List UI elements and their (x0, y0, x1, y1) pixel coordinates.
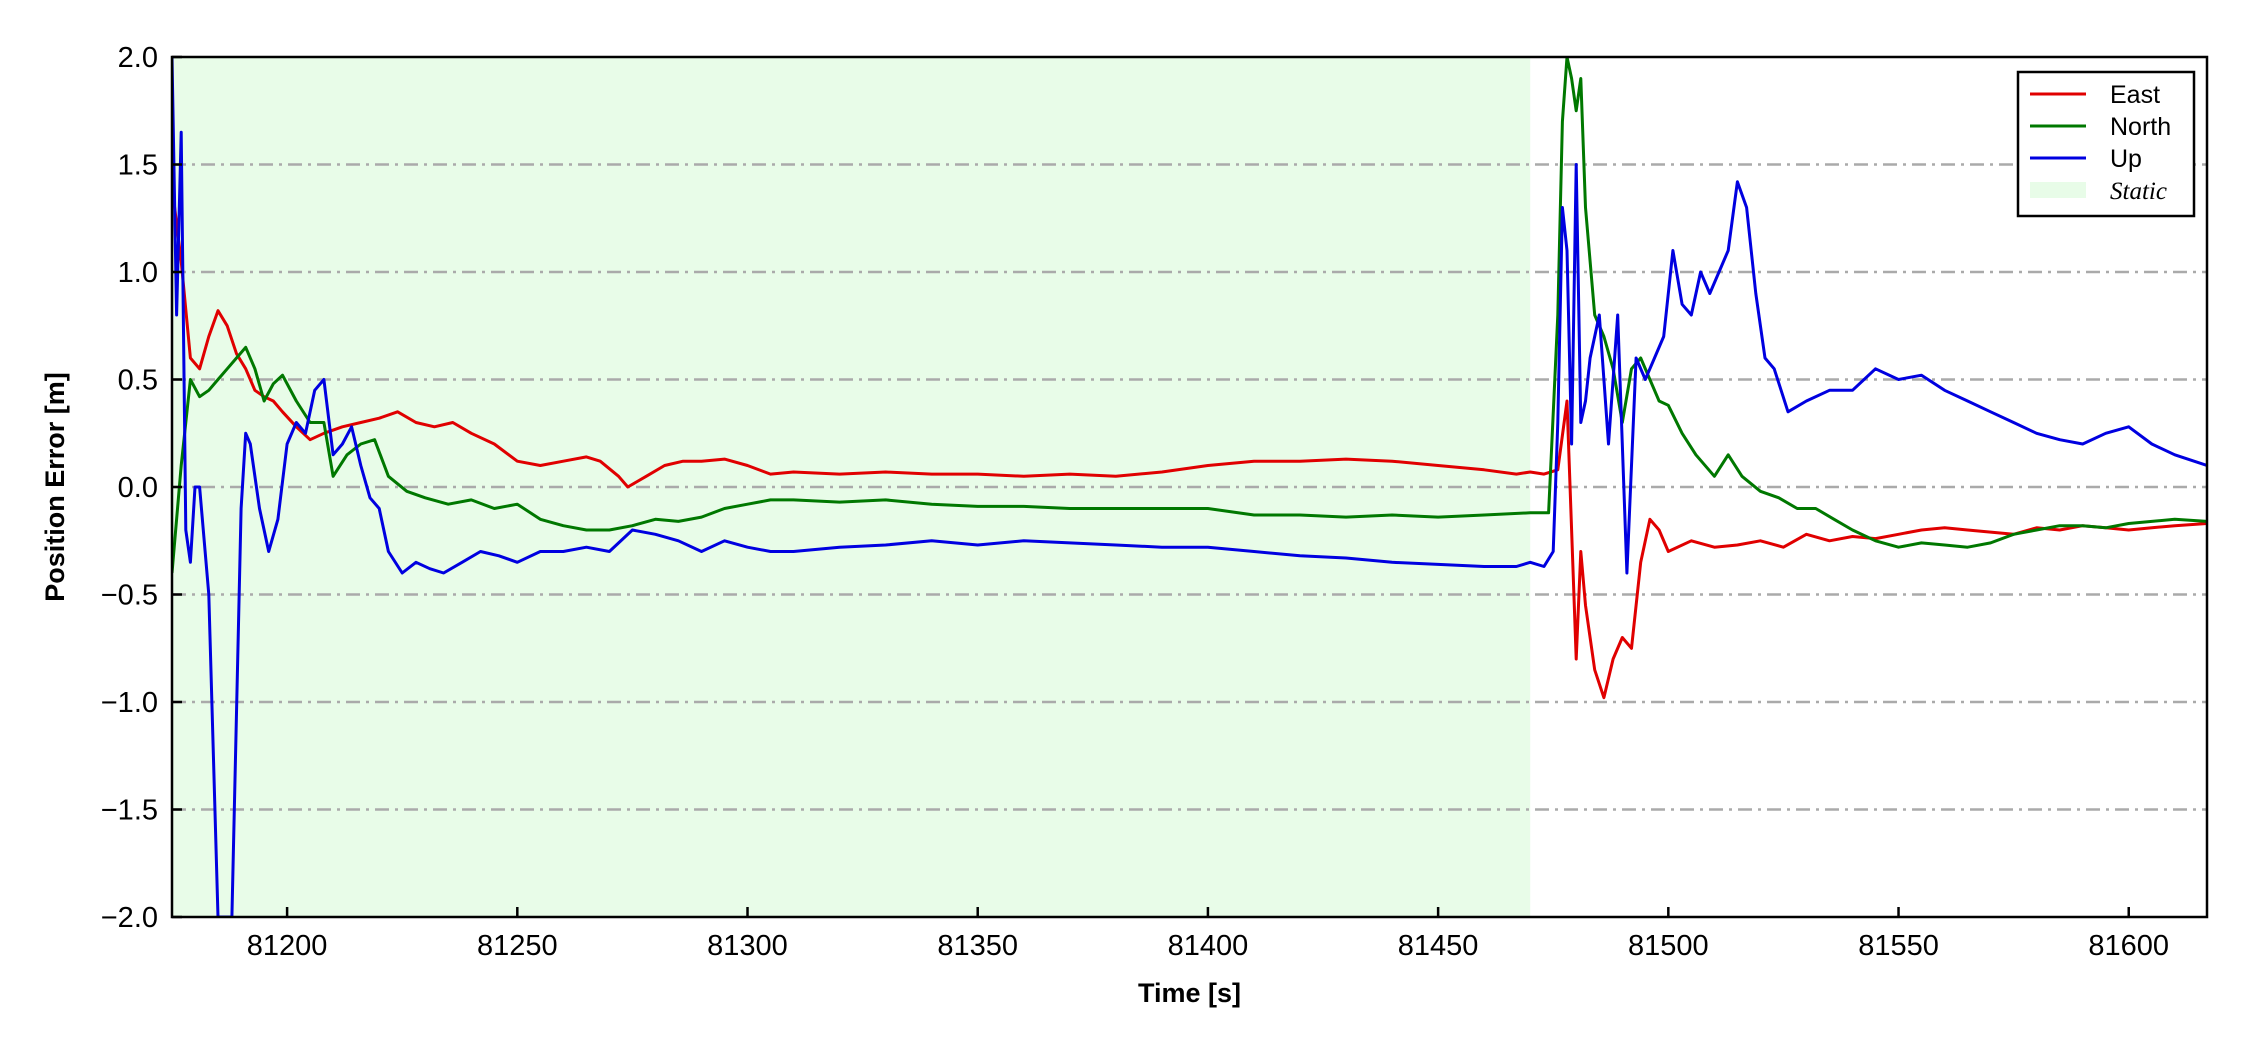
y-tick-label: 1.5 (118, 150, 158, 182)
y-tick-label: 2.0 (118, 42, 158, 74)
y-tick-label: −1.5 (101, 795, 158, 827)
series-line-up (172, 57, 2207, 917)
legend-static-label: Static (2110, 178, 2167, 205)
x-axis-ticks: 81200 81250 81300 81350 81400 81450 81500 81550… (247, 907, 2169, 962)
series-line-east (172, 185, 2207, 700)
legend-east-label: East (2110, 81, 2160, 109)
y-tick-label: 0.0 (118, 472, 158, 504)
y-tick-label: 1.0 (118, 257, 158, 289)
y-axis-title: Position Error [m] (40, 372, 70, 602)
x-tick-label: 81600 (2088, 930, 2169, 962)
x-tick-label: 81250 (477, 930, 558, 962)
series-layer (172, 57, 2207, 917)
y-tick-label: 0.5 (118, 365, 158, 397)
legend: East North Up Static (2016, 70, 2196, 218)
legend-static-swatch (2030, 182, 2086, 198)
x-tick-label: 81350 (937, 930, 1018, 962)
x-tick-label: 81400 (1168, 930, 1249, 962)
x-tick-label: 81450 (1398, 930, 1479, 962)
y-tick-label: −2.0 (101, 902, 158, 934)
legend-north-label: North (2110, 113, 2171, 141)
x-axis-title: Time [s] (1138, 978, 1241, 1008)
y-tick-label: −1.0 (101, 687, 158, 719)
x-tick-label: 81300 (707, 930, 788, 962)
x-tick-label: 81550 (1858, 930, 1939, 962)
horizontal-grid (172, 163, 2207, 811)
y-axis-ticks: −2.0 −1.5 −1.0 −0.5 0.0 0.5 1.0 1.5 2.0 (101, 42, 182, 934)
series-line-north (172, 57, 2207, 574)
y-tick-label: −0.5 (101, 580, 158, 612)
legend-up-label: Up (2110, 145, 2142, 173)
x-tick-label: 81500 (1628, 930, 1709, 962)
x-tick-label: 81200 (247, 930, 328, 962)
